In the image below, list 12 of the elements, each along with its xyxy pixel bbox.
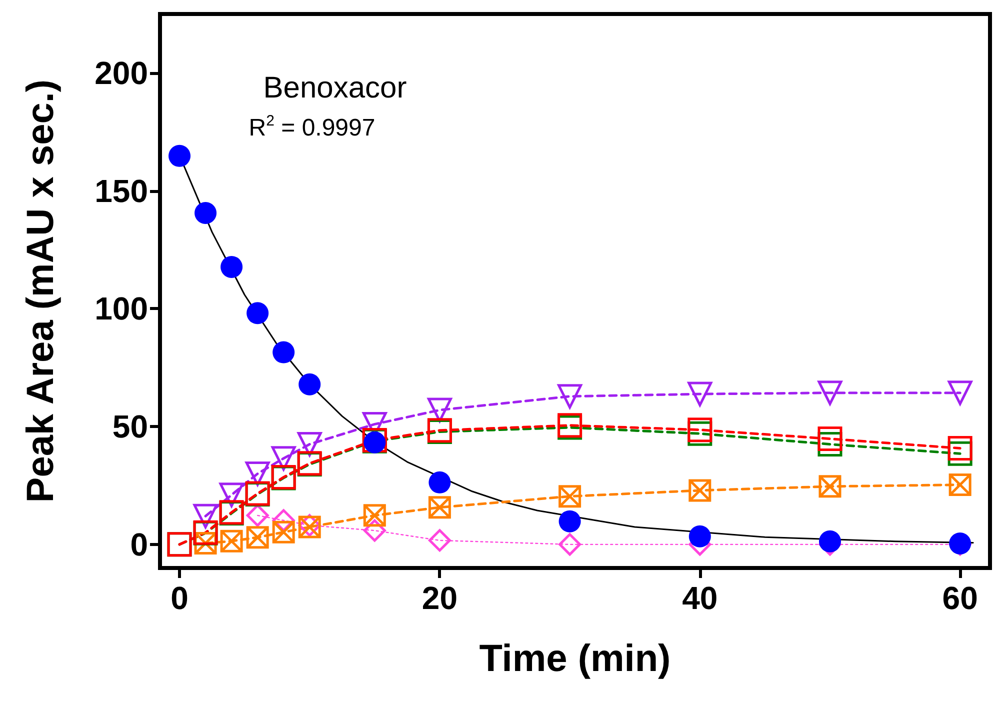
x-tick-label: 20 bbox=[422, 580, 458, 616]
y-tick-label: 150 bbox=[94, 172, 148, 209]
y-tick-label: 200 bbox=[94, 54, 148, 91]
x-tick-label: 40 bbox=[682, 580, 718, 616]
y-tick-label: 50 bbox=[112, 408, 148, 445]
x-axis-title: Time (min) bbox=[479, 638, 671, 680]
x-tick-label: 0 bbox=[170, 580, 188, 616]
x-tick-label: 60 bbox=[942, 580, 978, 616]
y-axis-title: Peak Area (mAU x sec.) bbox=[20, 79, 62, 503]
annotation: Benoxacor bbox=[263, 72, 407, 104]
y-tick-label: 0 bbox=[130, 526, 148, 562]
y-tick-label: 100 bbox=[94, 290, 148, 327]
